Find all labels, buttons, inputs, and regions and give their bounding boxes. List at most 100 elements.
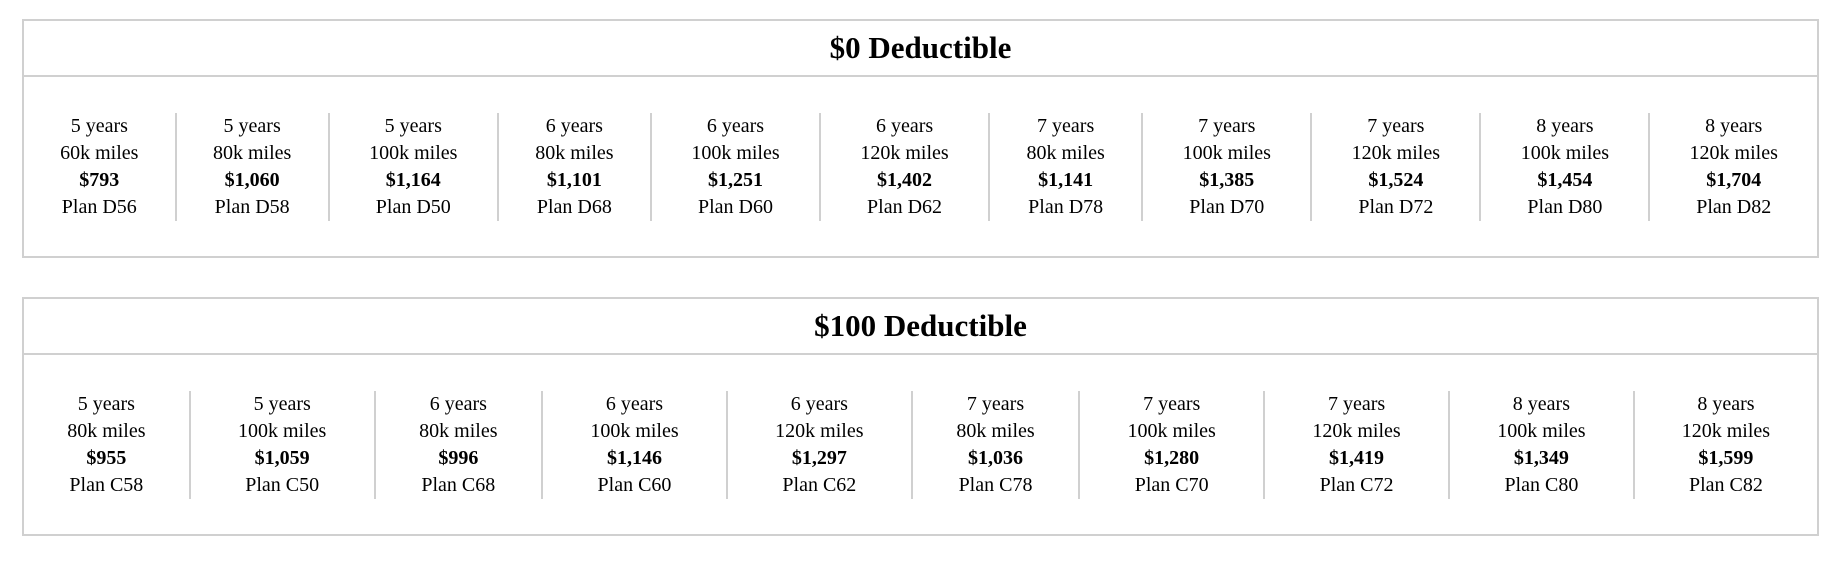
plan-name: Plan D62 xyxy=(867,196,943,218)
plan-name: Plan C58 xyxy=(69,474,144,496)
plan-cell: 6 years 120k miles $1,297 Plan C62 xyxy=(725,391,912,499)
plan-cell: 8 years 120k miles $1,599 Plan C82 xyxy=(1632,391,1817,499)
miles: 80k miles xyxy=(1026,142,1105,164)
miles: 80k miles xyxy=(535,142,614,164)
plan-name: Plan D56 xyxy=(61,196,137,218)
plan-cell: 5 years 100k miles $1,164 Plan D50 xyxy=(327,113,498,221)
term: 7 years xyxy=(1327,393,1386,415)
plan-name: Plan C60 xyxy=(597,474,672,496)
term: 5 years xyxy=(223,115,281,137)
plan-cell: 6 years 80k miles $996 Plan C68 xyxy=(373,391,543,499)
miles: 80k miles xyxy=(67,420,146,442)
price: $1,036 xyxy=(968,447,1024,469)
plan-name: Plan D50 xyxy=(375,196,451,218)
miles: 120k miles xyxy=(775,420,864,442)
plan-table: 5 years 60k miles $793 Plan D56 5 years 80k m… xyxy=(24,113,1817,221)
miles: 120k miles xyxy=(1689,142,1778,164)
deductible-panel: $0 Deductible 5 years 60k miles $793 Plan D5… xyxy=(22,19,1819,258)
price: $1,454 xyxy=(1537,169,1593,191)
term: 7 years xyxy=(1198,115,1256,137)
term: 6 years xyxy=(605,393,664,415)
plan-name: Plan C80 xyxy=(1504,474,1579,496)
price: $1,164 xyxy=(385,169,441,191)
term: 5 years xyxy=(70,115,128,137)
miles: 80k miles xyxy=(419,420,498,442)
plan-name: Plan C70 xyxy=(1134,474,1209,496)
panel-title: $100 Deductible xyxy=(24,299,1817,355)
miles: 100k miles xyxy=(369,142,458,164)
miles: 80k miles xyxy=(212,142,292,164)
term: 7 years xyxy=(1143,393,1201,415)
term: 7 years xyxy=(1037,115,1095,137)
plan-name: Plan C78 xyxy=(958,474,1033,496)
plan-name: Plan C82 xyxy=(1688,474,1763,496)
price: $1,101 xyxy=(546,169,602,191)
term: 6 years xyxy=(790,393,848,415)
plan-cell: 7 years 120k miles $1,419 Plan C72 xyxy=(1263,391,1449,499)
miles: 120k miles xyxy=(1681,420,1771,442)
plan-name: Plan C68 xyxy=(421,474,496,496)
price: $1,251 xyxy=(707,169,763,191)
plan-name: Plan D78 xyxy=(1028,196,1104,218)
plan-name: Plan D70 xyxy=(1189,196,1265,218)
term: 6 years xyxy=(875,115,934,137)
plan-cell: 6 years 100k miles $1,146 Plan C60 xyxy=(541,391,727,499)
term: 5 years xyxy=(77,393,135,415)
term: 7 years xyxy=(1367,115,1425,137)
plan-row: 5 years 60k miles $793 Plan D56 5 years 80k m… xyxy=(24,113,1817,221)
plan-name: Plan D68 xyxy=(536,196,612,218)
plan-cell: 6 years 80k miles $1,101 Plan D68 xyxy=(496,113,651,221)
price: $1,402 xyxy=(877,169,933,191)
price: $1,385 xyxy=(1199,169,1255,191)
plan-row: 5 years 80k miles $955 Plan C58 5 years 100k … xyxy=(24,391,1817,499)
plan-name: Plan D72 xyxy=(1358,196,1434,218)
plan-name: Plan D60 xyxy=(697,196,773,218)
plan-name: Plan D82 xyxy=(1696,196,1772,218)
plan-name: Plan C62 xyxy=(782,474,857,496)
deductible-panel: $100 Deductible 5 years 80k miles $955 Plan … xyxy=(22,297,1819,536)
miles: 100k miles xyxy=(691,142,780,164)
miles: 120k miles xyxy=(860,142,949,164)
term: 7 years xyxy=(966,393,1025,415)
price: $1,599 xyxy=(1698,447,1754,469)
term: 6 years xyxy=(706,115,765,137)
price: $1,419 xyxy=(1329,447,1385,469)
price: $793 xyxy=(79,169,120,191)
plan-cell: 7 years 100k miles $1,280 Plan C70 xyxy=(1078,391,1265,499)
price: $955 xyxy=(86,447,127,469)
term: 8 years xyxy=(1512,393,1570,415)
term: 6 years xyxy=(545,115,603,137)
price: $1,349 xyxy=(1513,447,1569,469)
plan-cell: 8 years 100k miles $1,454 Plan D80 xyxy=(1479,113,1650,221)
price: $996 xyxy=(438,447,479,469)
miles: 100k miles xyxy=(237,420,327,442)
miles: 100k miles xyxy=(1182,142,1271,164)
plan-cell: 8 years 120k miles $1,704 Plan D82 xyxy=(1648,113,1817,221)
plan-name: Plan C50 xyxy=(245,474,320,496)
term: 5 years xyxy=(253,393,311,415)
plan-name: Plan D58 xyxy=(214,196,290,218)
miles: 60k miles xyxy=(60,142,139,164)
plan-cell: 8 years 100k miles $1,349 Plan C80 xyxy=(1447,391,1634,499)
miles: 100k miles xyxy=(1127,420,1216,442)
miles: 100k miles xyxy=(1497,420,1586,442)
plan-name: Plan D80 xyxy=(1527,196,1603,218)
price: $1,280 xyxy=(1144,447,1200,469)
term: 8 years xyxy=(1536,115,1594,137)
plan-table: 5 years 80k miles $955 Plan C58 5 years 100k … xyxy=(24,391,1817,499)
price: $1,141 xyxy=(1038,169,1094,191)
price: $1,524 xyxy=(1368,169,1424,191)
panel-title: $0 Deductible xyxy=(24,21,1817,77)
term: 8 years xyxy=(1705,115,1763,137)
miles: 80k miles xyxy=(956,420,1035,442)
plan-cell: 7 years 100k miles $1,385 Plan D70 xyxy=(1141,113,1312,221)
plan-cell: 6 years 120k miles $1,402 Plan D62 xyxy=(819,113,990,221)
plan-cell: 5 years 100k miles $1,059 Plan C50 xyxy=(188,391,375,499)
miles: 100k miles xyxy=(590,420,679,442)
plan-cell: 7 years 80k miles $1,036 Plan C78 xyxy=(910,391,1080,499)
plan-cell: 5 years 80k miles $1,060 Plan D58 xyxy=(174,113,329,221)
miles: 120k miles xyxy=(1351,142,1440,164)
term: 8 years xyxy=(1697,393,1755,415)
plan-cell: 6 years 100k miles $1,251 Plan D60 xyxy=(649,113,821,221)
